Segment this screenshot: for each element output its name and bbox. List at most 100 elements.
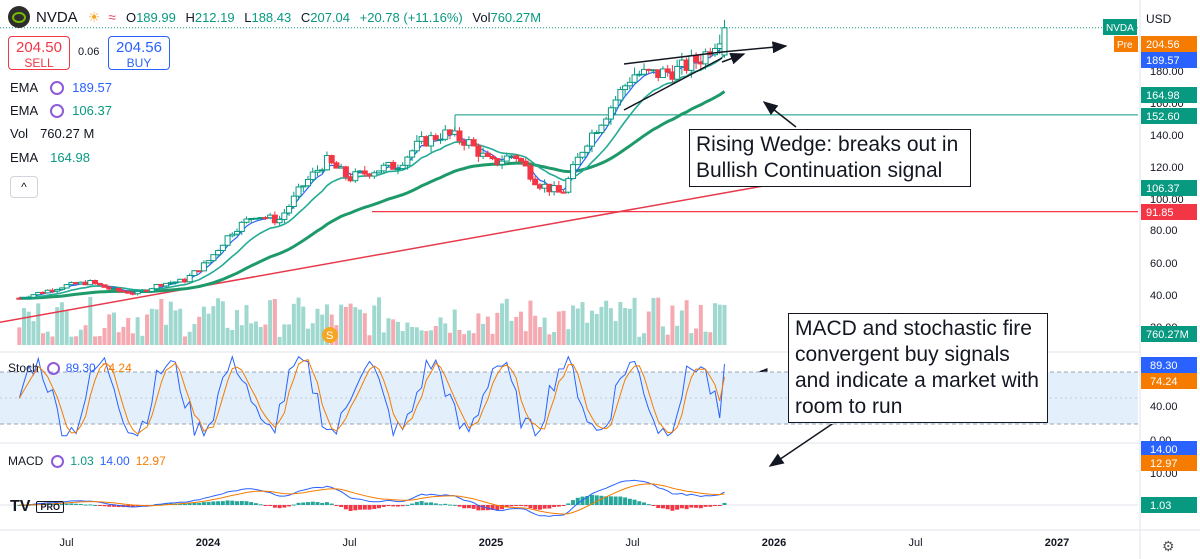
macd-legend[interactable]: MACD 1.03 14.00 12.97 xyxy=(8,454,166,468)
settings-gear-icon[interactable]: ⚙ xyxy=(1162,538,1175,554)
macd-histogram-bar xyxy=(438,504,443,506)
volume-bar xyxy=(306,328,311,345)
candle-body xyxy=(58,287,65,291)
buy-button[interactable]: 204.56 BUY xyxy=(108,36,170,70)
macd-histogram-bar xyxy=(495,505,500,511)
macd-histogram-bar xyxy=(216,501,221,505)
refresh-icon[interactable] xyxy=(50,80,65,95)
time-tick-label: Jul xyxy=(625,537,639,549)
refresh-icon[interactable] xyxy=(50,103,65,118)
sell-button[interactable]: 204.50 SELL xyxy=(8,36,70,70)
macd-histogram-bar xyxy=(684,505,689,510)
volume-bar xyxy=(443,323,448,345)
stoch-legend[interactable]: Stoch 89.30 74.24 xyxy=(8,361,132,375)
volume-bar xyxy=(97,336,102,345)
high-value: 212.19 xyxy=(194,9,235,25)
macd-histogram-bar xyxy=(637,501,642,505)
macd-line-value: 14.00 xyxy=(99,454,130,468)
macd-histogram-bar xyxy=(253,503,258,505)
volume-bar xyxy=(556,311,561,345)
time-tick-label: 2024 xyxy=(196,537,221,549)
volume-bar xyxy=(632,297,637,345)
candle-body xyxy=(513,155,520,160)
volume-bar xyxy=(187,331,192,345)
stoch-marker-box xyxy=(1141,373,1197,389)
indicator-ema-fast[interactable]: EMA 189.57 xyxy=(10,80,112,95)
volume-bar xyxy=(395,321,400,345)
volume-bar xyxy=(679,310,684,345)
macd-label: MACD xyxy=(8,454,44,468)
volume-bar xyxy=(377,297,382,345)
candle-body xyxy=(234,230,241,235)
time-tick-label: 2025 xyxy=(479,537,503,549)
macd-histogram-bar xyxy=(504,505,509,508)
collapse-legend-button[interactable]: ^ xyxy=(10,176,38,198)
symbol-name[interactable]: NVDA xyxy=(36,8,78,26)
buy-price: 204.56 xyxy=(116,39,162,56)
volume-bar xyxy=(675,325,680,345)
macd-histogram-bar xyxy=(64,503,69,505)
macd-histogram-bar xyxy=(296,502,301,505)
macd-histogram-bar xyxy=(272,505,277,508)
indicator-ema-mid[interactable]: EMA 164.98 xyxy=(10,150,90,165)
price-marker-value-box xyxy=(1141,108,1197,124)
macd-histogram-bar xyxy=(93,504,98,506)
volume-bar xyxy=(670,305,675,345)
macd-histogram-bar xyxy=(329,503,334,505)
candle-body xyxy=(290,195,297,208)
volume-bar xyxy=(83,325,88,345)
volume-bar xyxy=(571,305,576,345)
candle-body xyxy=(371,172,378,177)
candle-body xyxy=(399,164,406,170)
candle-body xyxy=(390,161,397,170)
volume-bar xyxy=(542,317,547,345)
macd-histogram-bar xyxy=(410,503,415,505)
market-hours-sun-icon: ☀ xyxy=(87,8,101,25)
candle-body xyxy=(295,186,302,197)
volume-bar xyxy=(31,321,36,345)
volume-bar xyxy=(74,336,79,345)
refresh-icon[interactable] xyxy=(51,454,65,468)
macd-histogram-bar xyxy=(462,505,467,509)
candle-body xyxy=(186,275,193,283)
macd-histogram-bar xyxy=(263,505,268,506)
refresh-icon[interactable] xyxy=(46,361,60,375)
price-tick-label: 100.00 xyxy=(1150,194,1184,206)
volume-bar xyxy=(315,308,320,345)
stoch-k-line xyxy=(18,354,725,438)
macd-hist-value: 1.03 xyxy=(70,454,94,468)
macd-histogram-bar xyxy=(268,505,273,506)
volume-bar xyxy=(358,309,363,345)
volume-bar xyxy=(684,300,689,345)
macd-histogram-bar xyxy=(130,505,135,507)
volume-bar xyxy=(433,325,438,345)
macd-histogram-bar xyxy=(50,503,55,505)
volume-bar xyxy=(272,299,277,345)
macd-histogram-bar xyxy=(201,502,206,505)
volume-bar xyxy=(528,300,533,345)
indicator-volume[interactable]: Vol 760.27 M xyxy=(10,126,94,141)
currency-selector[interactable]: USD xyxy=(1146,12,1172,26)
price-marker-value: 204.56 xyxy=(1146,39,1180,51)
volume-bar xyxy=(552,332,557,345)
candle-body xyxy=(489,155,496,160)
macd-histogram-bar xyxy=(651,505,656,506)
price-marker-value: 152.60 xyxy=(1146,111,1180,123)
candle-body xyxy=(631,74,638,83)
annotation-rising-wedge: Rising Wedge: breaks out in Bullish Cont… xyxy=(689,129,971,187)
volume-bar xyxy=(69,336,74,345)
price-tick-label: 180.00 xyxy=(1150,66,1184,78)
volume-bar xyxy=(343,306,348,345)
candle-body xyxy=(380,164,387,172)
macd-histogram-bar xyxy=(235,501,240,505)
earnings-wave-icon: ≈ xyxy=(108,9,116,25)
volume-bar xyxy=(651,297,656,345)
macd-histogram-bar xyxy=(670,505,675,511)
candle-body xyxy=(593,132,600,135)
volume-bar xyxy=(40,333,45,345)
indicator-ema-slow[interactable]: EMA 106.37 xyxy=(10,103,112,118)
macd-histogram-bar xyxy=(571,500,576,505)
breakout-arrow xyxy=(721,41,788,54)
macd-histogram-bar xyxy=(509,505,514,507)
volume-bar xyxy=(17,327,22,345)
